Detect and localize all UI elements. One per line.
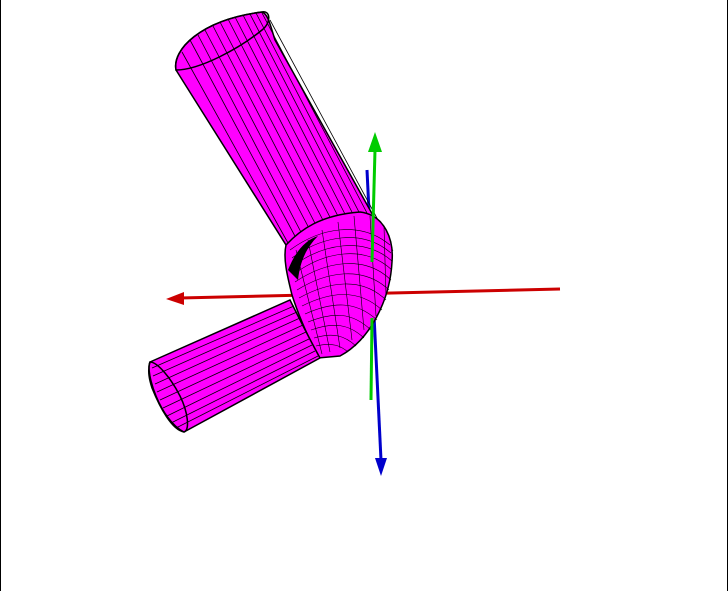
z-axis-arrowhead-icon <box>375 458 387 476</box>
bent-pipe-model[interactable] <box>147 11 394 433</box>
pipe-elbow-segment[interactable] <box>284 211 394 359</box>
pipe-upper-end-rim <box>174 11 270 71</box>
y-axis <box>368 132 382 401</box>
pipe-lower-mesh <box>151 305 319 429</box>
pipe-upper-mesh <box>181 12 379 244</box>
y-axis-arrowhead-icon <box>368 132 382 152</box>
x-axis-arrowhead-icon <box>166 292 184 305</box>
pipe-lower-end-rim <box>148 361 189 433</box>
y-axis-line-lower <box>369 317 374 401</box>
pipe-elbow-shadow <box>288 236 318 280</box>
viewport-border-left <box>0 0 1 591</box>
y-axis-line-upper <box>370 149 377 263</box>
